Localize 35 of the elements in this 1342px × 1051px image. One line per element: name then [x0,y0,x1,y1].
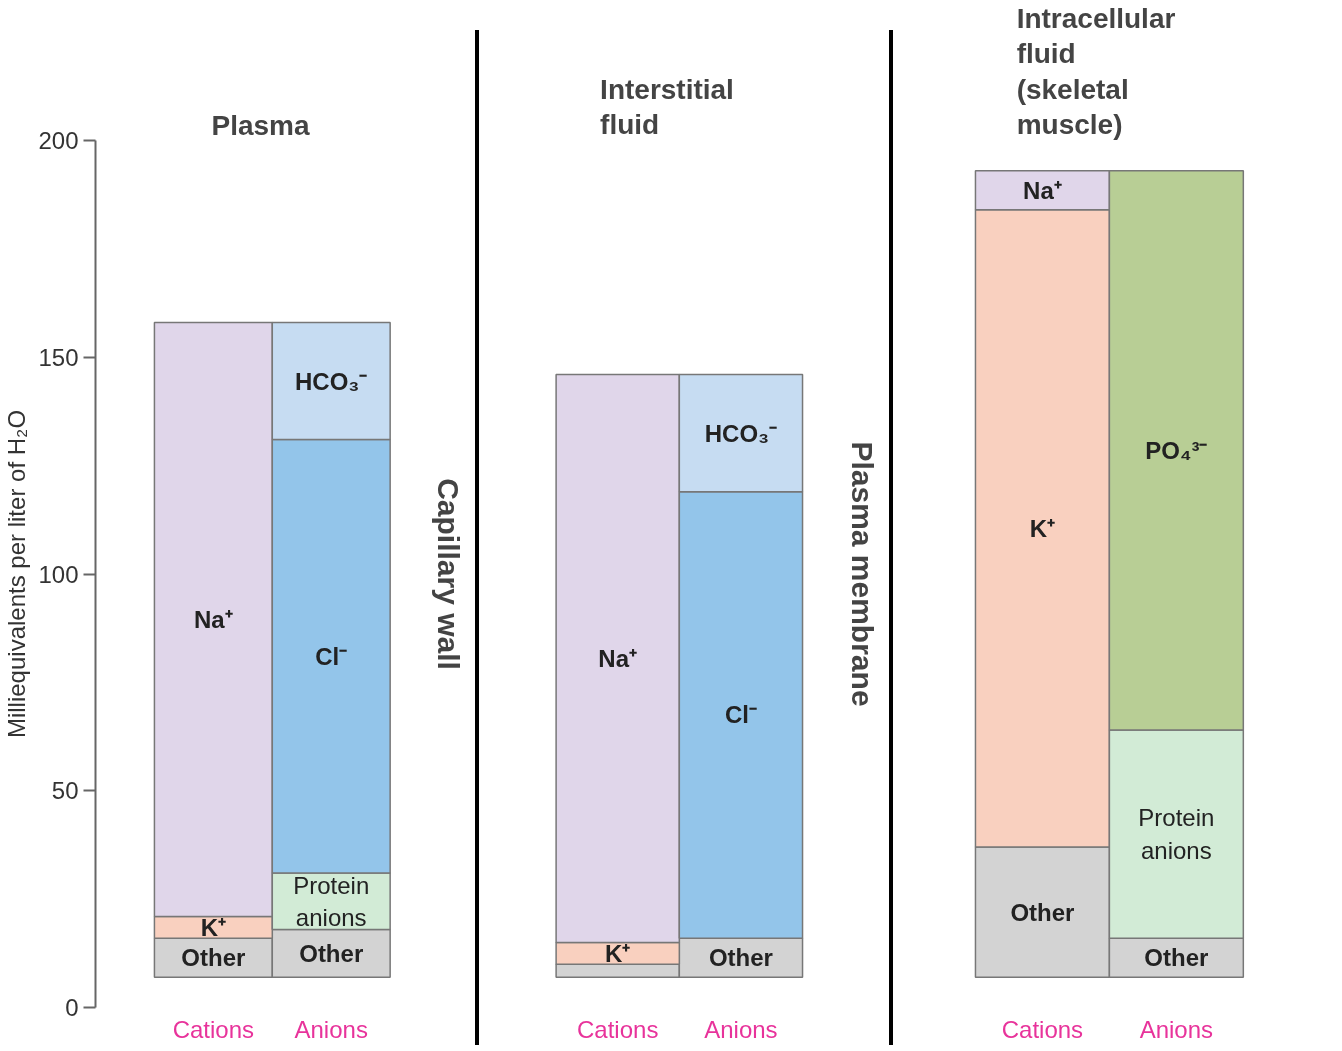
series-label: Na⁺ [598,645,638,673]
y-tick-label: 50 [51,777,79,805]
series-label: K⁺ [1029,514,1056,542]
chart-title: Plasma [211,109,310,141]
series-label: Other [708,944,773,972]
series-label: K⁺ [200,913,227,941]
chart-title: Interstitial fluid [600,73,734,141]
text: Plasma membrane [845,441,879,707]
series-label: HCO₃⁻ [704,419,778,447]
text: Other [299,939,364,967]
series-label: Cl⁻ [724,701,757,729]
series-label: Cl⁻ [315,642,348,670]
series-label: K⁺ [605,939,631,967]
text: Capillary wall [431,478,465,670]
y-tick-label: 100 [38,560,79,588]
chart-title: Intracellular fluid (skeletal muscle) [1016,2,1176,141]
x-tick-label: Anions [294,1015,368,1043]
y-tick-label: 0 [65,994,79,1021]
y-tick-label: 150 [38,343,79,371]
x-tick-label: Anions [704,1015,778,1043]
series-label: Na⁺ [194,606,233,634]
series-label: Other [181,944,246,972]
x-tick-label: Anions [1139,1015,1214,1043]
x-tick-label: Cations [577,1015,659,1043]
series-label: Other [1144,944,1209,972]
series-label: HCO₃⁻ [295,367,368,395]
y-axis-title: Milliequivalents per liter of H₂O [3,409,31,739]
series-label: Protein anions [293,871,370,931]
series-label: PO₄³⁻ [1145,436,1208,464]
y-tick-label: 200 [38,127,79,154]
x-tick-label: Cations [1001,1015,1084,1043]
series-label: Protein anions [1138,804,1215,864]
x-tick-label: Cations [172,1015,255,1043]
series-label: Na⁺ [1023,176,1062,204]
text: Other [1010,898,1075,926]
